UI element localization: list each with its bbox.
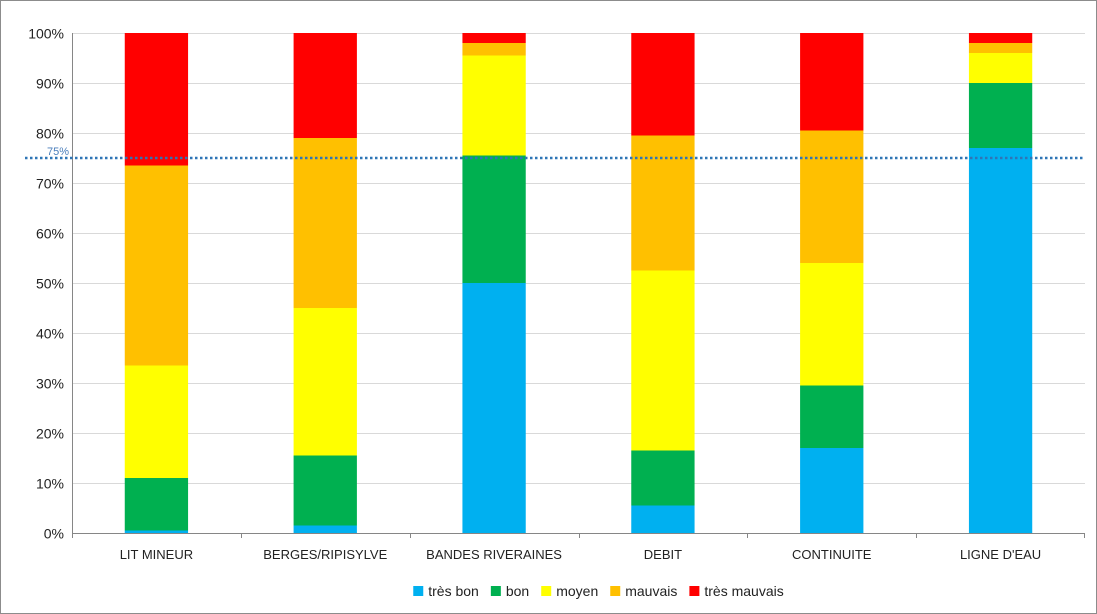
x-tick-label: CONTINUITE [792, 547, 872, 562]
legend-label: bon [506, 583, 529, 599]
bar-segment [800, 263, 864, 386]
bar-segment [124, 530, 189, 533]
bar-segment [293, 308, 357, 456]
bar-segment [462, 43, 526, 56]
bar-segment [462, 33, 526, 43]
legend-swatch [610, 586, 621, 596]
bar-segment [968, 83, 1033, 148]
bar-segment [293, 455, 357, 526]
x-axis: LIT MINEUR BERGES/RIPISYLVE BANDES RIVERAI… [72, 533, 1085, 562]
y-axis: 0% 10% 20% 30% 40% 50% 60% 70% 80% 90% 100% [28, 26, 73, 542]
y-tick-label: 90% [36, 76, 64, 92]
bar-segment [462, 155, 526, 283]
bar-segment [124, 33, 189, 166]
x-tick-label: LIT MINEUR [120, 547, 193, 562]
y-tick-label: 50% [36, 276, 64, 292]
reference-line: 75% [25, 146, 1085, 160]
reference-line-label: 75% [47, 146, 69, 158]
legend-label: très mauvais [704, 583, 783, 599]
x-tick-label: DEBIT [644, 547, 682, 562]
y-tick-label: 10% [36, 476, 64, 492]
bar-segment [800, 130, 864, 263]
bar-segment [293, 525, 357, 533]
bar-segment [800, 448, 864, 533]
legend-label: moyen [556, 583, 598, 599]
y-tick-label: 30% [36, 376, 64, 392]
y-tick-label: 70% [36, 176, 64, 192]
bar-segment [968, 43, 1033, 53]
bar-segment [968, 148, 1033, 533]
legend: très bon bon moyen mauvais très mauvais [413, 583, 784, 599]
bar-segment [631, 505, 695, 533]
legend-swatch [490, 586, 501, 596]
bar-segment [631, 33, 695, 136]
bar-segment [462, 55, 526, 156]
bar-segment [631, 450, 695, 506]
y-tick-label: 80% [36, 126, 64, 142]
gridlines [72, 33, 1085, 484]
y-tick-label: 20% [36, 426, 64, 442]
legend-swatch [413, 586, 424, 596]
y-tick-label: 100% [28, 26, 64, 42]
x-tick-label: BERGES/RIPISYLVE [263, 547, 387, 562]
x-tick-label: BANDES RIVERAINES [426, 547, 562, 562]
legend-label: mauvais [625, 583, 677, 599]
bar-segment [124, 478, 189, 531]
bar-segment [293, 33, 357, 138]
legend-label: très bon [428, 583, 479, 599]
bar-segment [631, 135, 695, 271]
bar-segment [124, 165, 189, 366]
bar-segment [800, 385, 864, 448]
bar-segment [631, 270, 695, 451]
bar-segment [968, 33, 1033, 43]
bar-segment [293, 138, 357, 308]
legend-swatch [541, 586, 552, 596]
bar-segment [800, 33, 864, 131]
y-tick-label: 40% [36, 326, 64, 342]
legend-swatch [689, 586, 700, 596]
x-tick-label: LIGNE D'EAU [960, 547, 1041, 562]
y-tick-label: 60% [36, 226, 64, 242]
y-tick-label: 0% [44, 526, 64, 542]
bar-segment [462, 283, 526, 533]
bar-segment [124, 365, 189, 478]
bar-segment [968, 53, 1033, 83]
